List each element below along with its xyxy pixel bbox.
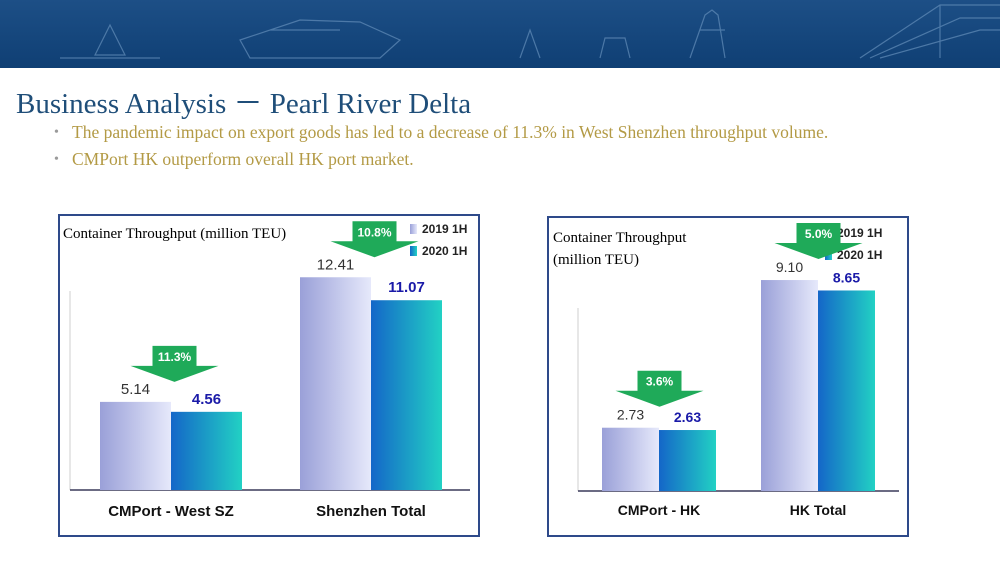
value-label-2020: 2.63 <box>674 409 701 425</box>
page-title: Business Analysis － Pearl River Delta <box>16 88 472 120</box>
chart-panel-hk: Container Throughput (million TEU) 2019 … <box>547 216 909 537</box>
value-label-2019: 12.41 <box>317 256 355 273</box>
legend-label: 2020 1H <box>422 244 468 258</box>
bar-2020 <box>818 290 875 491</box>
decrease-arrow-icon <box>330 221 419 258</box>
change-label: 3.6% <box>646 375 674 389</box>
category-label: Shenzhen Total <box>316 503 426 520</box>
chart-title: Container Throughput (million TEU) <box>63 226 287 242</box>
bar-2019 <box>300 277 371 490</box>
bullet-dot-icon: • <box>54 125 59 140</box>
legend-item-2019: 2019 1H <box>410 218 467 240</box>
change-label: 10.8% <box>357 225 391 239</box>
change-label: 11.3% <box>158 350 192 364</box>
value-label-2020: 4.56 <box>192 391 221 408</box>
category-label: HK Total <box>790 502 847 518</box>
legend-label: 2019 1H <box>422 222 468 236</box>
value-label-2019: 5.14 <box>121 381 150 398</box>
legend-item-2020: 2020 1H <box>410 240 467 262</box>
value-label-2019: 9.10 <box>776 259 803 275</box>
chart-title: Container Throughput (million TEU) <box>553 230 687 268</box>
bar-2019 <box>100 401 171 490</box>
category-label: CMPort - HK <box>618 502 700 518</box>
bar-2020 <box>371 300 442 490</box>
bar-2019 <box>761 280 818 491</box>
bullet-dot-icon: • <box>54 152 59 167</box>
header-banner <box>0 0 1000 68</box>
value-label-2019: 2.73 <box>617 407 644 423</box>
chart-panel-shenzhen: Container Throughput (million TEU) 2019 … <box>58 214 480 537</box>
bar-2019 <box>602 427 659 491</box>
bullet-text: The pandemic impact on export goods has … <box>72 122 829 142</box>
legend-swatch-2019 <box>410 224 417 234</box>
decrease-arrow-icon <box>615 370 704 407</box>
value-label-2020: 8.65 <box>833 269 860 285</box>
change-label: 5.0% <box>805 227 833 241</box>
harbor-illustration <box>60 4 1000 59</box>
bullet-item: • The pandemic impact on export goods has… <box>54 122 934 143</box>
bar-chart-hk: 2.73 2.63 3.6% CMPort - HK 9.10 8.65 5.0% HK To… <box>577 223 899 518</box>
bar-2020 <box>659 430 716 491</box>
bullet-text: CMPort HK outperform overall HK port mar… <box>72 149 414 169</box>
decrease-arrow-icon <box>130 345 219 382</box>
legend-swatch-2020 <box>410 246 417 256</box>
chart-legend: 2019 1H 2020 1H <box>410 218 467 262</box>
bullet-list: • The pandemic impact on export goods has… <box>54 122 934 176</box>
legend-label: 2019 1H <box>837 226 883 240</box>
legend-label: 2020 1H <box>837 248 883 262</box>
decrease-arrow-icon <box>774 223 863 260</box>
category-label: CMPort - West SZ <box>108 503 234 520</box>
bar-chart-shenzhen: 5.14 4.56 11.3% CMPort - West SZ 12.41 11.07 1… <box>69 221 470 520</box>
value-label-2020: 11.07 <box>388 279 425 296</box>
bar-2020 <box>171 411 242 490</box>
bullet-item: • CMPort HK outperform overall HK port ma… <box>54 149 934 170</box>
